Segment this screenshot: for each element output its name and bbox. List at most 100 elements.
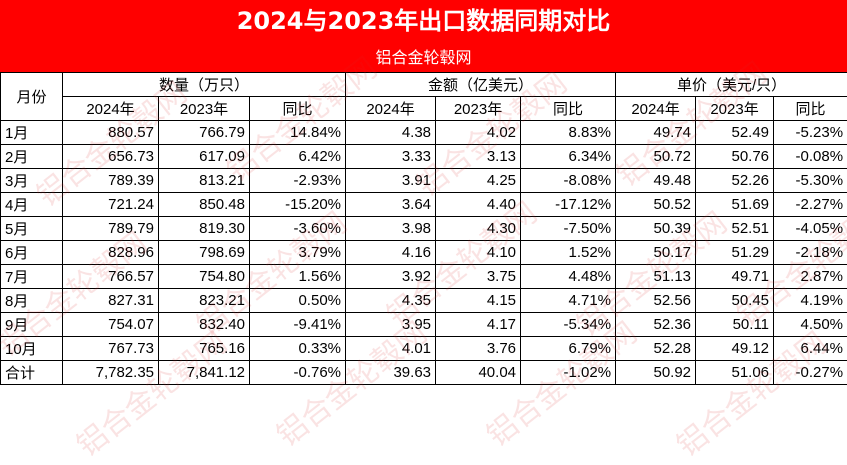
value-cell: -17.12% (521, 193, 616, 217)
value-cell: 4.01 (346, 337, 436, 361)
value-cell: 828.96 (63, 241, 159, 265)
value-cell: 3.79% (250, 241, 346, 265)
header-row-years: 2024年 2023年 同比 2024年 2023年 同比 2024年 2023… (1, 97, 847, 121)
value-cell: 50.52 (616, 193, 696, 217)
value-cell: -3.60% (250, 217, 346, 241)
value-cell: 4.19% (774, 289, 847, 313)
value-cell: 51.29 (696, 241, 774, 265)
value-cell: 4.16 (346, 241, 436, 265)
header-row-groups: 月份 数量（万只） 金额（亿美元） 单价（美元/只） (1, 73, 847, 97)
value-cell: 2.87% (774, 265, 847, 289)
quantity-2024-header: 2024年 (63, 97, 159, 121)
value-cell: 50.72 (616, 145, 696, 169)
value-cell: 51.06 (696, 361, 774, 385)
value-cell: 52.28 (616, 337, 696, 361)
value-cell: 50.45 (696, 289, 774, 313)
value-cell: 51.69 (696, 193, 774, 217)
value-cell: 6.42% (250, 145, 346, 169)
value-cell: 827.31 (63, 289, 159, 313)
month-cell: 合计 (1, 361, 63, 385)
value-cell: 4.35 (346, 289, 436, 313)
value-cell: 656.73 (63, 145, 159, 169)
value-cell: 819.30 (159, 217, 250, 241)
value-cell: 3.76 (436, 337, 521, 361)
value-cell: 4.30 (436, 217, 521, 241)
value-cell: 6.34% (521, 145, 616, 169)
value-cell: 4.25 (436, 169, 521, 193)
value-cell: 4.15 (436, 289, 521, 313)
quantity-group-header: 数量（万只） (63, 73, 346, 97)
value-cell: 3.33 (346, 145, 436, 169)
amount-group-header: 金额（亿美元） (346, 73, 616, 97)
amount-2023-header: 2023年 (436, 97, 521, 121)
value-cell: -7.50% (521, 217, 616, 241)
value-cell: 3.75 (436, 265, 521, 289)
table-title: 2024与2023年出口数据同期对比 (0, 0, 847, 43)
unit-price-yoy-header: 同比 (774, 97, 847, 121)
value-cell: -8.08% (521, 169, 616, 193)
value-cell: -9.41% (250, 313, 346, 337)
value-cell: 832.40 (159, 313, 250, 337)
value-cell: 721.24 (63, 193, 159, 217)
value-cell: 3.91 (346, 169, 436, 193)
value-cell: 767.73 (63, 337, 159, 361)
export-comparison-table: 月份 数量（万只） 金额（亿美元） 单价（美元/只） 2024年 2023年 同… (0, 72, 847, 385)
value-cell: 8.83% (521, 121, 616, 145)
value-cell: 3.92 (346, 265, 436, 289)
value-cell: 52.49 (696, 121, 774, 145)
value-cell: -0.76% (250, 361, 346, 385)
unit-price-2023-header: 2023年 (696, 97, 774, 121)
value-cell: 1.52% (521, 241, 616, 265)
month-cell: 2月 (1, 145, 63, 169)
value-cell: 754.07 (63, 313, 159, 337)
value-cell: -2.93% (250, 169, 346, 193)
value-cell: 49.48 (616, 169, 696, 193)
value-cell: 4.50% (774, 313, 847, 337)
value-cell: 52.56 (616, 289, 696, 313)
value-cell: -2.27% (774, 193, 847, 217)
value-cell: 0.50% (250, 289, 346, 313)
value-cell: -0.27% (774, 361, 847, 385)
value-cell: 7,782.35 (63, 361, 159, 385)
unit-price-group-header: 单价（美元/只） (616, 73, 847, 97)
value-cell: 40.04 (436, 361, 521, 385)
value-cell: 14.84% (250, 121, 346, 145)
value-cell: 1.56% (250, 265, 346, 289)
value-cell: 4.02 (436, 121, 521, 145)
value-cell: 39.63 (346, 361, 436, 385)
quantity-2023-header: 2023年 (159, 97, 250, 121)
value-cell: 49.71 (696, 265, 774, 289)
month-cell: 4月 (1, 193, 63, 217)
value-cell: 7,841.12 (159, 361, 250, 385)
value-cell: 823.21 (159, 289, 250, 313)
value-cell: 789.79 (63, 217, 159, 241)
value-cell: 4.10 (436, 241, 521, 265)
value-cell: -4.05% (774, 217, 847, 241)
value-cell: 798.69 (159, 241, 250, 265)
quantity-yoy-header: 同比 (250, 97, 346, 121)
value-cell: -15.20% (250, 193, 346, 217)
value-cell: 3.98 (346, 217, 436, 241)
value-cell: 4.40 (436, 193, 521, 217)
value-cell: -5.23% (774, 121, 847, 145)
month-header: 月份 (1, 73, 63, 121)
value-cell: 50.17 (616, 241, 696, 265)
value-cell: 6.79% (521, 337, 616, 361)
amount-2024-header: 2024年 (346, 97, 436, 121)
value-cell: -2.18% (774, 241, 847, 265)
value-cell: 6.44% (774, 337, 847, 361)
value-cell: 49.12 (696, 337, 774, 361)
value-cell: 52.36 (616, 313, 696, 337)
month-cell: 9月 (1, 313, 63, 337)
value-cell: -5.30% (774, 169, 847, 193)
